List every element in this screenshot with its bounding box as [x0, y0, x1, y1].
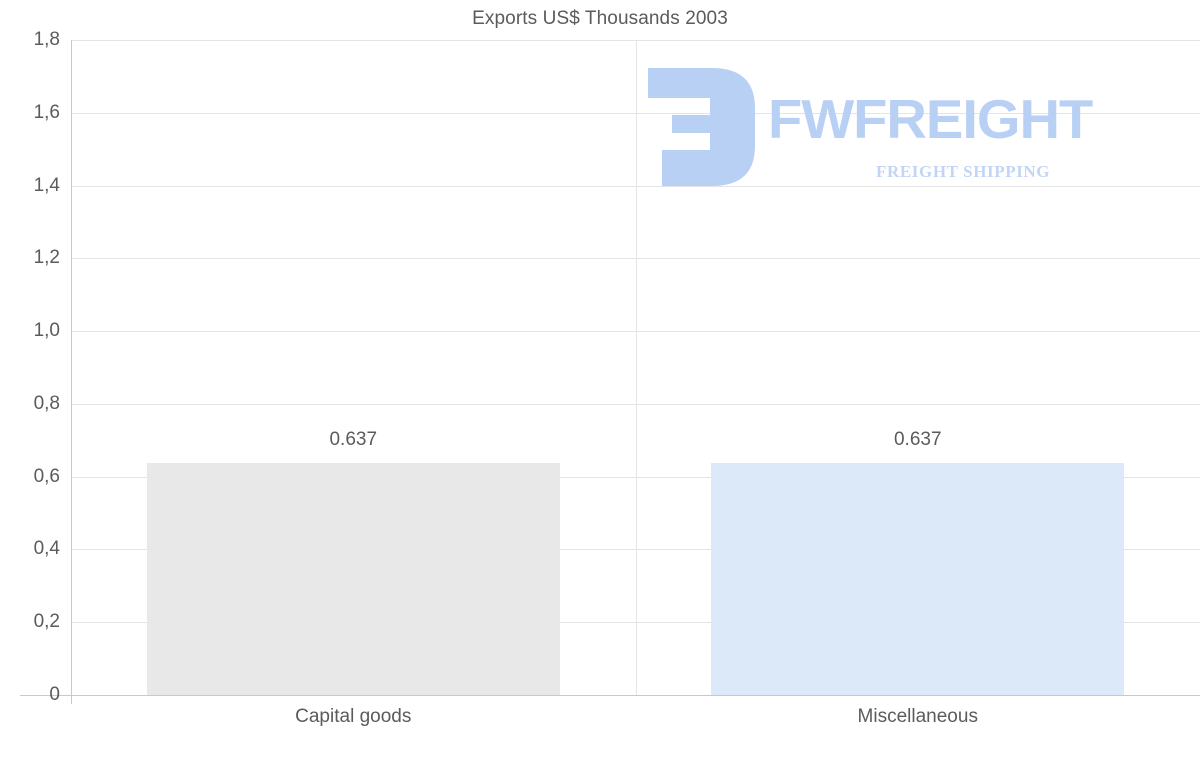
y-axis-tick-label: 1,2 — [33, 247, 60, 269]
bar-value-label: 0.637 — [329, 429, 378, 451]
y-axis-tick-label: 1,4 — [33, 174, 60, 196]
y-axis-tick-label: 1,0 — [33, 320, 60, 342]
x-axis-category-label: Miscellaneous — [857, 706, 978, 727]
x-axis-category-label: Capital goods — [295, 706, 412, 727]
y-axis-tick-label: 1,6 — [33, 101, 60, 123]
x-axis-line — [20, 695, 1200, 696]
y-axis-tick-label: 1,8 — [33, 29, 60, 50]
y-axis-tick-label: 0,8 — [33, 392, 60, 414]
chart-title: Exports US$ Thousands 2003 — [472, 8, 728, 29]
y-axis-line — [71, 40, 72, 704]
y-axis-tick-label: 0 — [49, 684, 60, 705]
bar[interactable] — [146, 463, 560, 695]
y-axis-tick-label: 0,2 — [33, 611, 60, 633]
bar-value-label: 0.637 — [893, 429, 942, 451]
bar[interactable] — [711, 463, 1125, 695]
y-axis-tick-label: 0,6 — [33, 465, 60, 487]
y-axis-tick-label: 0,4 — [33, 538, 60, 560]
gridline-vertical — [635, 40, 637, 695]
